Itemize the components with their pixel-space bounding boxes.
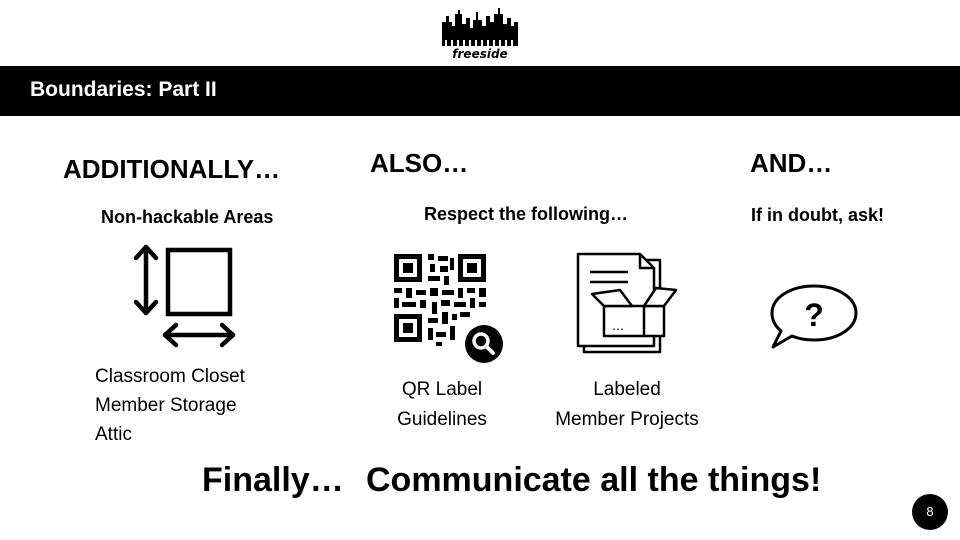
labeled-box-icon: … [572, 250, 680, 355]
subheading-non-hackable-areas: Non-hackable Areas [101, 207, 274, 227]
qr-code-icon [392, 252, 507, 364]
page-number-badge: 8 [912, 494, 948, 530]
title-bar [0, 66, 960, 116]
freeside-logo: freeside [440, 6, 520, 60]
svg-text:?: ? [804, 297, 824, 333]
svg-text:…: … [612, 319, 624, 333]
boundary-arrows-icon [130, 242, 240, 348]
column-heading-and: AND… [750, 148, 833, 178]
list-item: Classroom Closet [95, 366, 245, 387]
qr-label-guidelines-caption: QR Label Guidelines [397, 379, 487, 430]
slide-title: Boundaries: Part II [30, 78, 217, 101]
communicate-message: Communicate all the things! [366, 461, 822, 499]
finally-label: Finally… [202, 461, 344, 499]
list-item: Attic [95, 424, 132, 445]
logo-text: freeside [452, 47, 507, 60]
column-heading-also: ALSO… [370, 148, 469, 178]
list-item: Member Storage [95, 395, 237, 416]
question-bubble-icon: ? [768, 283, 860, 351]
subheading-respect-following: Respect the following… [424, 204, 629, 224]
labeled-member-projects-caption: Labeled Member Projects [555, 379, 699, 430]
subheading-if-in-doubt: If in doubt, ask! [751, 205, 884, 225]
column-heading-additionally: ADDITIONALLY… [63, 154, 281, 184]
non-hackable-areas-list: Classroom Closet Member Storage Attic [95, 362, 245, 449]
